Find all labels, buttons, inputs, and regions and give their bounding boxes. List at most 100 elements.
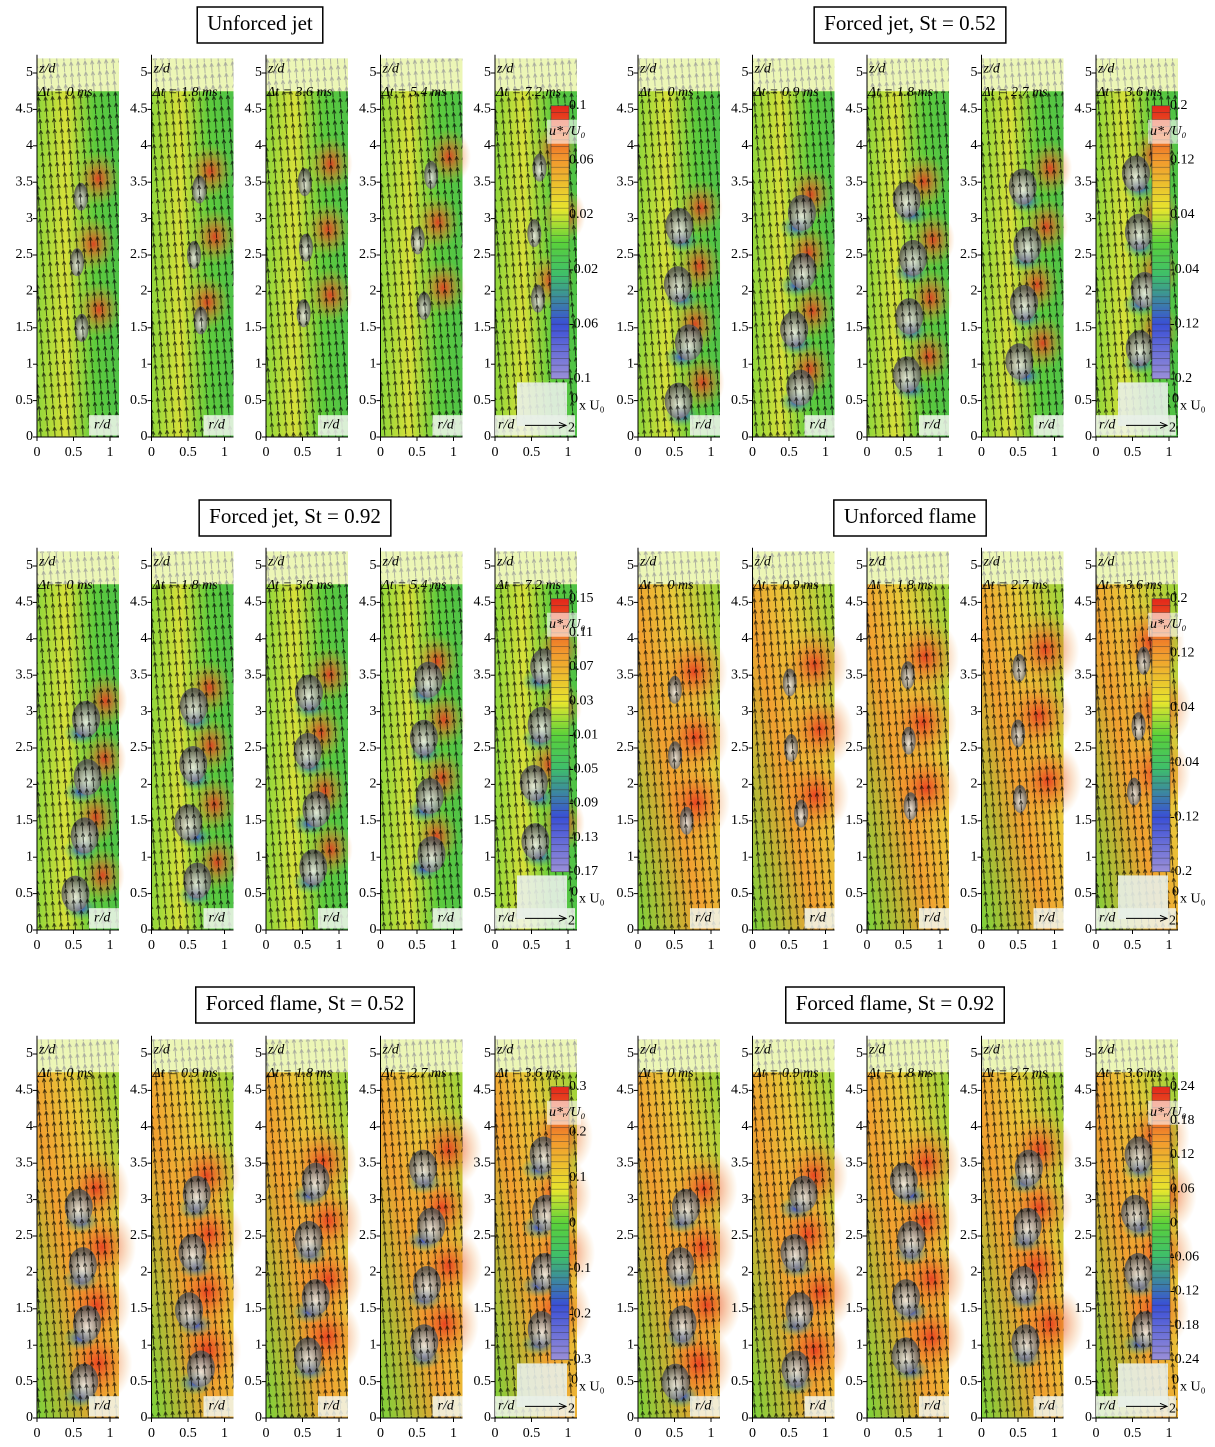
ref-box — [517, 875, 567, 919]
z-tick-label: 3 — [484, 1192, 491, 1207]
z-tick-label: 2 — [370, 777, 377, 792]
z-label: z/d — [382, 62, 400, 77]
r-label: r/d — [924, 1399, 941, 1414]
z-tick-label: 2.5 — [245, 1228, 263, 1243]
z-tick-label: 0 — [370, 922, 377, 937]
r-tick-label: 0 — [263, 445, 270, 460]
colorbar-tick-label: -0.04 — [1170, 755, 1199, 770]
z-tick-label: 1 — [742, 356, 749, 371]
z-tick-label: 3 — [370, 704, 377, 719]
z-tick-label: 3.5 — [617, 667, 635, 682]
z-tick-label: 3.5 — [731, 174, 749, 189]
ref-box — [1118, 875, 1168, 919]
z-tick-label: 3 — [141, 211, 148, 226]
z-tick-label: 0 — [856, 429, 863, 444]
z-tick-label: 5 — [742, 558, 749, 573]
panel: 00.511.522.533.544.5500.51z/dΔt = 2.7 ms… — [359, 1036, 482, 1441]
z-label: z/d — [639, 62, 657, 77]
colorbar-tick-label: -0.12 — [1170, 316, 1199, 331]
time-label: Δt = 1.8 ms — [867, 1066, 934, 1081]
colorbar-tick-label: 0 — [569, 1215, 576, 1230]
r-tick-label: 0.5 — [65, 1426, 83, 1441]
z-tick-label: 1.5 — [960, 1301, 978, 1316]
z-tick-label: 1.5 — [1075, 320, 1093, 335]
ref-start: 0 — [1172, 1372, 1179, 1387]
z-tick-label: 0.5 — [16, 393, 34, 408]
z-tick-label: 0.5 — [245, 393, 263, 408]
z-tick-label: 3.5 — [359, 667, 377, 682]
panel: 00.511.522.533.544.5500.51z/dΔt = 3.6 ms… — [245, 55, 353, 460]
z-tick-label: 3.5 — [960, 174, 978, 189]
z-label: z/d — [1097, 555, 1115, 570]
group-title: Forced jet, St = 0.92 — [209, 504, 381, 528]
z-tick-label: 3.5 — [846, 667, 864, 682]
z-tick-label: 4.5 — [245, 595, 263, 610]
r-tick-label: 0 — [148, 1426, 155, 1441]
panel: 00.511.522.533.544.5500.51z/dΔt = 1.8 ms… — [130, 55, 237, 460]
z-tick-label: 2.5 — [359, 1228, 377, 1243]
z-tick-label: 0 — [627, 922, 634, 937]
z-tick-label: 5 — [484, 65, 491, 80]
r-label: r/d — [498, 911, 515, 926]
r-tick-label: 1 — [221, 445, 228, 460]
z-tick-label: 4 — [255, 1119, 262, 1134]
z-tick-label: 3 — [971, 1192, 978, 1207]
r-tick-label: 0.5 — [523, 1426, 541, 1441]
z-tick-label: 1 — [26, 849, 33, 864]
z-tick-label: 2 — [141, 1265, 148, 1280]
colorbar-tick-label: -0.12 — [1170, 809, 1199, 824]
r-tick-label: 0 — [148, 445, 155, 460]
r-tick-label: 1 — [1166, 445, 1173, 460]
r-tick-label: 1 — [1051, 1426, 1058, 1441]
z-tick-label: 4 — [971, 138, 978, 153]
r-label: r/d — [810, 911, 827, 926]
z-tick-label: 2.5 — [846, 1228, 864, 1243]
r-tick-label: 0.5 — [179, 1426, 197, 1441]
time-label: Δt = 0 ms — [37, 578, 93, 593]
z-tick-label: 0.5 — [130, 886, 148, 901]
z-tick-label: 0 — [971, 1410, 978, 1425]
z-tick-label: 0.5 — [245, 886, 263, 901]
z-tick-label: 4.5 — [474, 102, 492, 117]
panel: 00.511.522.533.544.5500.51z/dΔt = 7.2 ms… — [474, 548, 605, 953]
colorbar-tick-label: -0.18 — [1170, 1318, 1199, 1333]
z-tick-label: 3 — [742, 704, 749, 719]
colorbar-tick-label: -0.1 — [569, 1261, 591, 1276]
z-tick-label: 0 — [1085, 922, 1092, 937]
z-label: z/d — [38, 1043, 56, 1058]
z-tick-label: 2 — [1085, 284, 1092, 299]
r-tick-label: 1 — [221, 938, 228, 953]
panel: 00.511.522.533.544.5500.51z/dΔt = 0.9 ms… — [130, 1036, 243, 1441]
z-tick-label: 3 — [856, 211, 863, 226]
r-tick-label: 1 — [450, 938, 457, 953]
r-label: r/d — [438, 911, 455, 926]
r-tick-label: 1 — [565, 938, 572, 953]
r-tick-label: 0.5 — [408, 938, 426, 953]
z-tick-label: 3.5 — [474, 667, 492, 682]
z-tick-label: 2 — [484, 284, 491, 299]
r-tick-label: 1 — [450, 445, 457, 460]
panel: 00.511.522.533.544.5500.51z/dΔt = 3.6 ms… — [1075, 1036, 1206, 1441]
z-tick-label: 2 — [742, 1265, 749, 1280]
r-tick-label: 1 — [107, 938, 114, 953]
z-tick-label: 4.5 — [130, 1083, 148, 1098]
z-tick-label: 4 — [1085, 138, 1092, 153]
r-tick-label: 0.5 — [65, 938, 83, 953]
z-tick-label: 2.5 — [846, 740, 864, 755]
z-tick-label: 2 — [255, 1265, 262, 1280]
z-tick-label: 0.5 — [1075, 1374, 1093, 1389]
z-label: z/d — [267, 1043, 285, 1058]
z-tick-label: 0.5 — [1075, 886, 1093, 901]
z-tick-label: 2 — [26, 1265, 33, 1280]
r-tick-label: 1 — [708, 1426, 715, 1441]
z-tick-label: 4.5 — [245, 1083, 263, 1098]
z-tick-label: 0 — [26, 922, 33, 937]
r-label: r/d — [695, 1399, 712, 1414]
time-label: Δt = 0 ms — [638, 578, 694, 593]
r-tick-label: 0 — [34, 938, 41, 953]
time-label: Δt = 3.6 ms — [1096, 578, 1163, 593]
colorbar-tick-label: 0.3 — [569, 1079, 587, 1094]
z-tick-label: 2 — [856, 284, 863, 299]
z-tick-label: 0 — [141, 1410, 148, 1425]
